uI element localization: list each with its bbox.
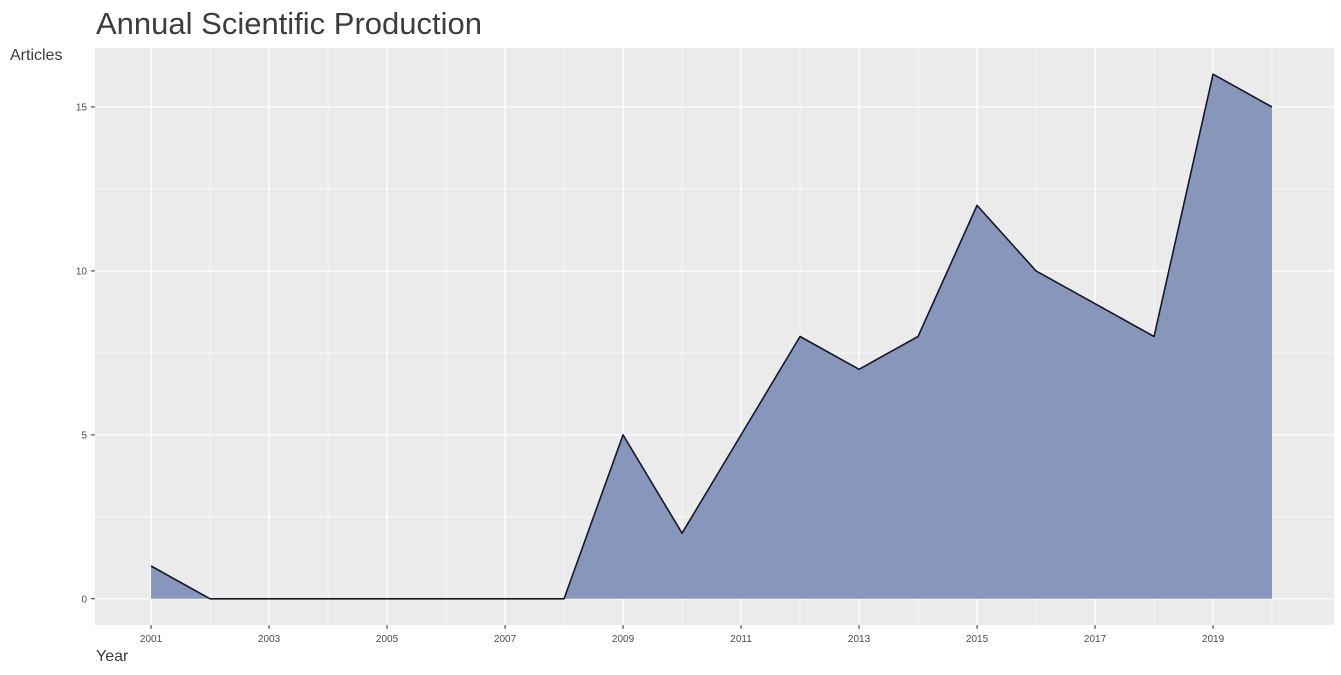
y-tick-label: 5 (81, 430, 87, 441)
axes: 2001 2003 2005 2007 2009 2011 2013 2015 2017 2019… (76, 103, 1225, 645)
x-tick-label: 2017 (1084, 634, 1107, 645)
y-axis-label: Articles (10, 47, 63, 64)
area-fill (151, 74, 1273, 599)
y-tick-label: 10 (76, 266, 88, 277)
x-tick-label: 2019 (1202, 634, 1225, 645)
chart-title: Annual Scientific Production (96, 6, 483, 41)
data-series (150, 73, 1273, 600)
y-tick-label: 15 (76, 103, 88, 114)
x-tick-label: 2001 (140, 634, 163, 645)
series-line (150, 73, 1273, 600)
y-tick-label: 0 (81, 594, 87, 605)
x-tick-label: 2015 (966, 634, 989, 645)
x-tick-label: 2013 (848, 634, 871, 645)
grid-lines (95, 48, 1334, 625)
x-tick-label: 2009 (612, 634, 635, 645)
x-axis-label: Year (96, 648, 129, 665)
x-tick-label: 2005 (376, 634, 399, 645)
x-tick-label: 2003 (258, 634, 281, 645)
x-tick-label: 2007 (494, 634, 517, 645)
x-tick-label: 2011 (730, 634, 752, 645)
